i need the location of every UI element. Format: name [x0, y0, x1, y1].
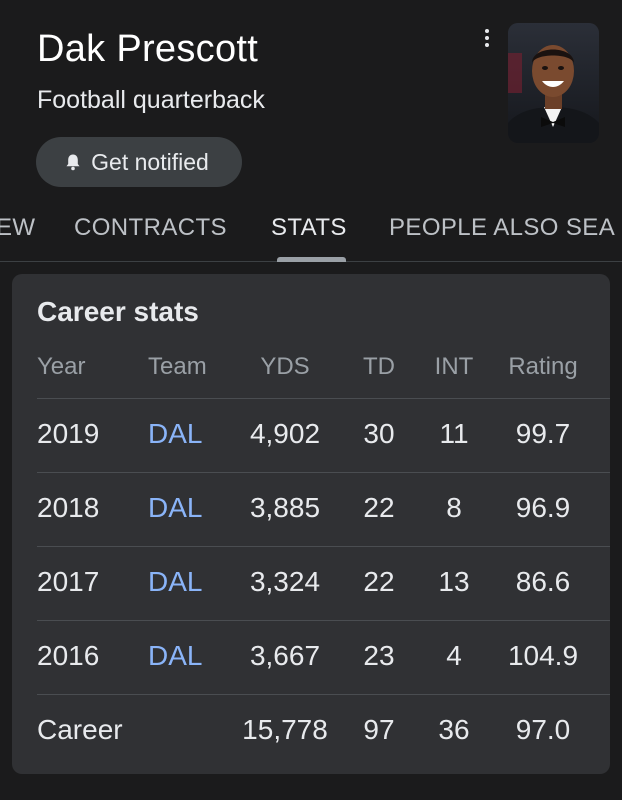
team-link[interactable]: DAL [148, 418, 203, 449]
team-link[interactable]: DAL [148, 566, 203, 597]
get-notified-button[interactable]: Get notified [36, 137, 242, 187]
cell-rating: 97.0 [515, 714, 571, 745]
table-row: 2018 DAL 3,885 22 8 96.9 [37, 472, 610, 546]
cell-yds: 3,324 [249, 566, 321, 597]
more-vert-icon[interactable] [476, 24, 498, 52]
cell-int: 8 [446, 492, 462, 523]
column-header-yds: YDS [260, 353, 310, 380]
active-tab-indicator [277, 257, 346, 262]
cell-td: 23 [363, 640, 395, 671]
column-header-team: Team [148, 353, 207, 380]
cell-td: 22 [363, 566, 395, 597]
cell-td: 30 [363, 418, 395, 449]
tab-people-also-search-for[interactable]: PEOPLE ALSO SEA [389, 214, 616, 241]
avatar[interactable] [508, 23, 599, 143]
cell-year: 2018 [37, 492, 100, 523]
cell-rating: 99.7 [515, 418, 571, 449]
career-total-row: Career 15,778 97 36 97.0 [37, 694, 610, 768]
column-header-rating: Rating [508, 353, 578, 380]
tab-stats[interactable]: STATS [271, 214, 347, 241]
cell-rating: 96.9 [515, 492, 571, 523]
cell-yds: 3,667 [249, 640, 321, 671]
get-notified-label: Get notified [91, 148, 209, 175]
cell-yds: 15,778 [242, 714, 328, 745]
team-link[interactable]: DAL [148, 492, 203, 523]
cell-year: 2017 [37, 566, 100, 597]
cell-yds: 4,902 [249, 418, 321, 449]
cell-career-label: Career [37, 714, 123, 745]
column-header-td: TD [363, 353, 395, 380]
cell-rating: 104.9 [507, 640, 579, 671]
column-header-year: Year [37, 353, 86, 380]
tab-contracts[interactable]: CONTRACTS [74, 214, 227, 241]
tab-bar: EW CONTRACTS STATS PEOPLE ALSO SEA [0, 200, 622, 262]
cell-td: 22 [363, 492, 395, 523]
portrait-photo [508, 23, 599, 143]
career-stats-card: Career stats Year Team YDS TD INT Rating… [12, 274, 610, 774]
entity-subtitle: Football quarterback [37, 86, 265, 114]
column-header-int: INT [434, 353, 474, 380]
cell-year: 2019 [37, 418, 100, 449]
cell-yds: 3,885 [249, 492, 321, 523]
card-title: Career stats [37, 296, 199, 327]
cell-td: 97 [363, 714, 395, 745]
page-bottom-edge [0, 792, 622, 800]
cell-int: 4 [446, 640, 462, 671]
team-link[interactable]: DAL [148, 640, 203, 671]
table-row: 2016 DAL 3,667 23 4 104.9 [37, 620, 610, 694]
tab-overview[interactable]: EW [0, 214, 36, 241]
entity-header: Dak Prescott Football quarterback Get no… [0, 0, 622, 200]
cell-rating: 86.6 [515, 566, 571, 597]
cell-int: 11 [439, 418, 469, 449]
cell-int: 36 [438, 714, 470, 745]
table-row: 2019 DAL 4,902 30 11 99.7 [37, 398, 610, 472]
table-row: 2017 DAL 3,324 22 13 86.6 [37, 546, 610, 620]
entity-title: Dak Prescott [37, 28, 259, 70]
cell-int: 13 [438, 566, 470, 597]
cell-year: 2016 [37, 640, 100, 671]
bell-icon [66, 154, 80, 171]
